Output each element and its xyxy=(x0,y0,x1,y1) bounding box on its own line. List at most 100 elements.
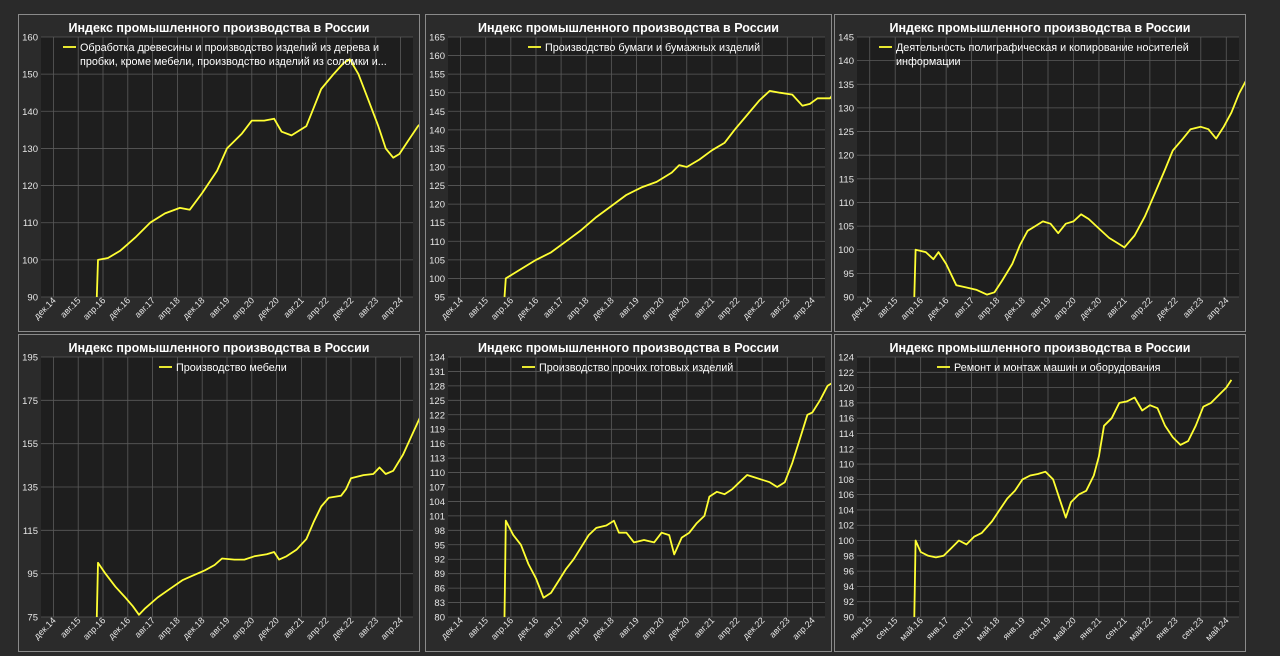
x-tick-label: апр.16 xyxy=(81,615,107,641)
x-tick-label: дек.20 xyxy=(665,295,691,321)
y-tick-label: 125 xyxy=(429,181,445,192)
x-tick-label: апр.22 xyxy=(715,615,741,641)
y-tick-label: 131 xyxy=(429,367,445,378)
chart-panel-wood: Индекс промышленного производства в Росс… xyxy=(18,14,420,332)
y-tick-label: 115 xyxy=(839,174,854,185)
x-tick-label: май.22 xyxy=(1127,615,1154,642)
x-tick-label: авг.21 xyxy=(1104,295,1128,319)
x-tick-label: апр.20 xyxy=(640,615,666,641)
y-tick-label: 110 xyxy=(430,237,445,248)
x-tick-label: сен.19 xyxy=(1026,615,1052,641)
y-tick-label: 101 xyxy=(429,511,445,522)
y-tick-label: 80 xyxy=(434,613,445,624)
y-tick-label: 134 xyxy=(429,353,445,364)
y-tick-label: 115 xyxy=(430,218,445,229)
y-tick-label: 160 xyxy=(429,51,445,62)
y-tick-label: 100 xyxy=(838,536,854,547)
x-tick-label: авг.17 xyxy=(133,295,157,319)
y-tick-label: 120 xyxy=(838,383,854,394)
x-tick-label: авг.15 xyxy=(58,295,82,319)
x-tick-label: авг.19 xyxy=(207,295,231,319)
x-tick-label: дек.18 xyxy=(1001,295,1027,321)
x-tick-label: янв.19 xyxy=(1001,615,1027,641)
chart-panel-repair: Индекс промышленного производства в Росс… xyxy=(834,334,1246,652)
y-tick-label: 115 xyxy=(23,526,38,537)
y-tick-label: 128 xyxy=(429,381,445,392)
y-tick-label: 125 xyxy=(838,127,854,138)
y-tick-label: 140 xyxy=(429,125,445,136)
x-tick-label: дек.16 xyxy=(925,295,951,321)
x-tick-label: авг.21 xyxy=(281,295,305,319)
y-tick-label: 140 xyxy=(838,56,854,67)
x-tick-label: апр.22 xyxy=(715,295,741,321)
y-tick-label: 116 xyxy=(430,439,445,450)
x-tick-label: май.24 xyxy=(1203,615,1230,642)
y-tick-label: 98 xyxy=(843,551,854,562)
x-tick-label: дек.20 xyxy=(665,615,691,641)
y-tick-label: 100 xyxy=(429,274,445,285)
x-tick-label: апр.22 xyxy=(304,615,330,641)
x-tick-label: апр.20 xyxy=(230,615,256,641)
y-tick-label: 155 xyxy=(429,70,445,81)
y-tick-label: 120 xyxy=(22,181,38,192)
x-tick-label: авг.17 xyxy=(952,295,976,319)
x-tick-label: сен.15 xyxy=(873,615,899,641)
y-tick-label: 175 xyxy=(22,396,38,407)
chart-title: Индекс промышленного производства в Росс… xyxy=(478,21,779,35)
y-tick-label: 112 xyxy=(839,444,854,455)
x-tick-label: апр.18 xyxy=(564,295,590,321)
y-tick-label: 94 xyxy=(843,582,854,593)
x-tick-label: апр.16 xyxy=(489,295,515,321)
chart-panel-paper: Индекс промышленного производства в Росс… xyxy=(425,14,832,332)
x-tick-label: авг.15 xyxy=(58,615,82,639)
y-tick-label: 120 xyxy=(429,200,445,211)
y-tick-label: 95 xyxy=(27,569,38,580)
y-tick-label: 108 xyxy=(838,475,854,486)
x-tick-label: авг.15 xyxy=(466,615,490,639)
y-tick-label: 110 xyxy=(430,468,445,479)
y-tick-label: 135 xyxy=(429,144,445,155)
legend-label: Деятельность полиграфическая и копирован… xyxy=(896,42,1189,54)
y-tick-label: 140 xyxy=(22,107,38,118)
y-tick-label: 110 xyxy=(839,460,854,471)
x-tick-label: дек.16 xyxy=(106,295,132,321)
x-tick-label: апр.24 xyxy=(1204,295,1230,321)
x-tick-label: май.18 xyxy=(974,615,1001,642)
y-tick-label: 90 xyxy=(843,613,854,624)
y-tick-label: 145 xyxy=(429,107,445,118)
chart-title: Индекс промышленного производства в Росс… xyxy=(69,341,370,355)
chart-svg: Индекс промышленного производства в Росс… xyxy=(22,341,419,642)
y-tick-label: 113 xyxy=(430,454,445,465)
x-tick-label: апр.24 xyxy=(790,615,816,641)
series-line xyxy=(95,58,419,298)
x-tick-label: авг.23 xyxy=(356,295,380,319)
y-tick-label: 95 xyxy=(434,293,445,304)
y-tick-label: 119 xyxy=(430,425,445,436)
x-tick-label: авг.23 xyxy=(356,615,380,639)
y-tick-label: 114 xyxy=(839,429,854,440)
series-line xyxy=(913,80,1245,298)
y-tick-label: 135 xyxy=(838,80,854,91)
y-tick-label: 150 xyxy=(429,88,445,99)
y-tick-label: 130 xyxy=(838,103,854,114)
x-tick-label: дек.18 xyxy=(590,295,616,321)
y-tick-label: 155 xyxy=(22,439,38,450)
y-tick-label: 95 xyxy=(843,269,854,280)
x-tick-label: авг.23 xyxy=(1181,295,1205,319)
x-tick-label: авг.23 xyxy=(767,615,791,639)
series-line xyxy=(503,382,831,618)
y-tick-label: 135 xyxy=(22,483,38,494)
y-tick-label: 95 xyxy=(434,540,445,551)
legend-label: Производство бумаги и бумажных изделий xyxy=(545,42,760,54)
x-tick-label: авг.21 xyxy=(281,615,305,639)
y-tick-label: 120 xyxy=(838,151,854,162)
y-tick-label: 130 xyxy=(22,144,38,155)
x-tick-label: авг.23 xyxy=(767,295,791,319)
y-tick-label: 105 xyxy=(838,222,854,233)
legend-label: информации xyxy=(896,56,961,68)
legend-label: Производство прочих готовых изделий xyxy=(539,362,733,374)
x-tick-label: авг.19 xyxy=(617,615,641,639)
chart-svg: Индекс промышленного производства в Росс… xyxy=(838,341,1239,643)
chart-title: Индекс промышленного производства в Росс… xyxy=(890,341,1191,355)
y-tick-label: 110 xyxy=(23,218,38,229)
